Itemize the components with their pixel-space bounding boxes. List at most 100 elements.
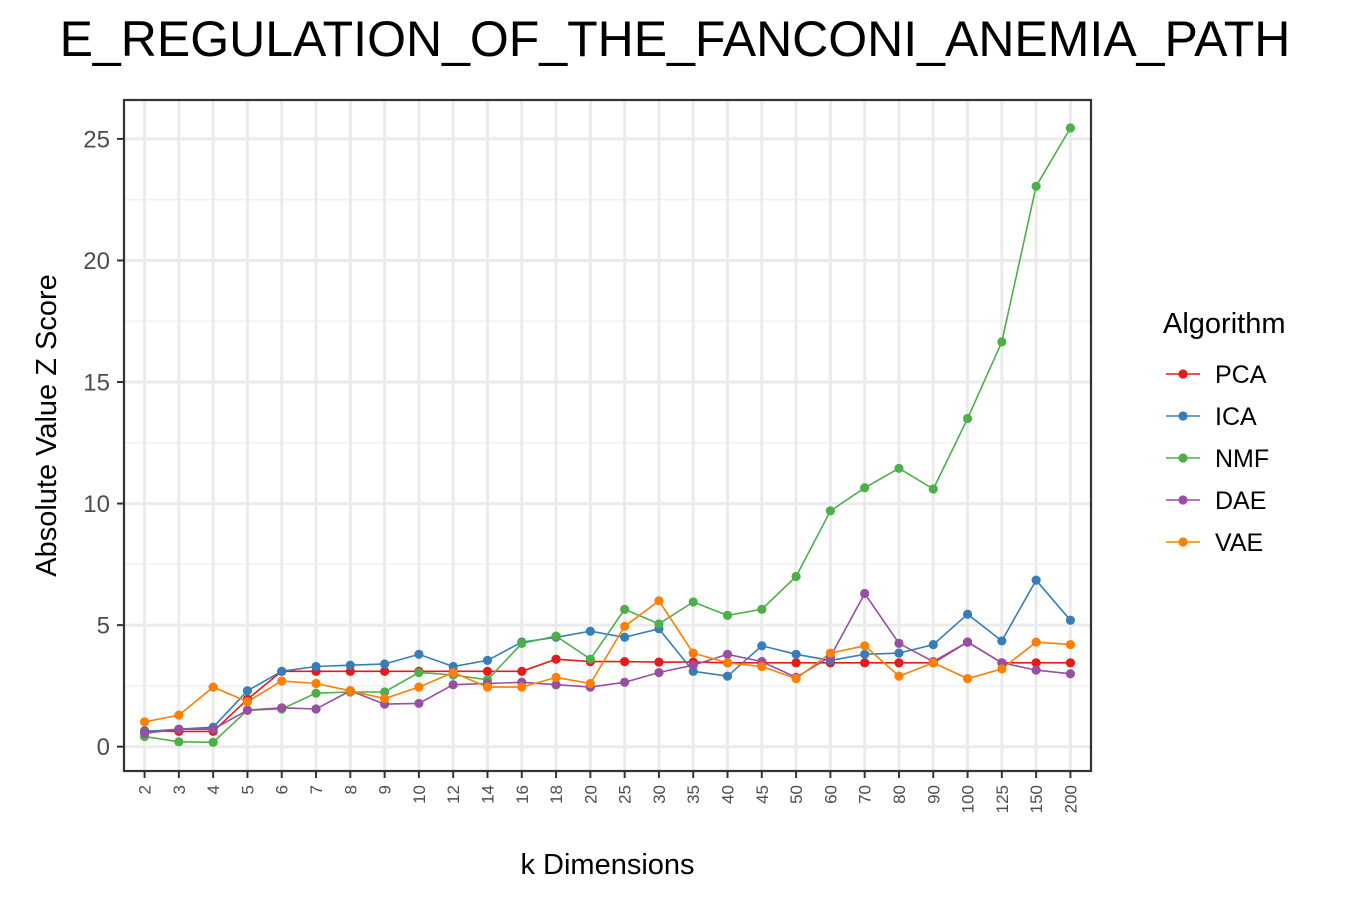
legend-key-point-dae bbox=[1178, 495, 1188, 505]
data-point-nmf bbox=[517, 638, 527, 648]
data-point-vae bbox=[311, 678, 321, 689]
data-point-pca bbox=[860, 658, 870, 668]
data-point-dae bbox=[448, 680, 458, 690]
plot-panel bbox=[124, 100, 1091, 771]
data-point-dae bbox=[139, 728, 150, 738]
data-point-vae bbox=[1065, 639, 1076, 650]
x-tick-label: 125 bbox=[993, 785, 1012, 813]
data-point-vae bbox=[551, 672, 561, 683]
data-point-vae bbox=[894, 671, 904, 681]
data-point-dae bbox=[1031, 665, 1041, 675]
legend-label-pca: PCA bbox=[1215, 361, 1267, 389]
data-point-vae bbox=[414, 682, 424, 692]
data-point-ica bbox=[585, 626, 595, 636]
data-point-dae bbox=[414, 698, 424, 709]
series-line-vae bbox=[144, 599, 1071, 723]
data-point-dae bbox=[894, 638, 904, 648]
x-tick-label: 60 bbox=[821, 785, 840, 804]
x-tick-label: 70 bbox=[856, 785, 875, 804]
data-point-dae bbox=[722, 649, 733, 659]
data-point-vae bbox=[1031, 637, 1041, 647]
x-tick-label: 200 bbox=[1061, 785, 1080, 813]
x-tick-label: 16 bbox=[513, 785, 532, 804]
data-point-nmf bbox=[894, 463, 904, 473]
data-point-ica bbox=[482, 655, 493, 665]
data-point-ica bbox=[757, 641, 767, 651]
data-point-ica bbox=[894, 648, 904, 658]
x-tick-label: 150 bbox=[1027, 785, 1046, 813]
data-point-vae bbox=[448, 667, 458, 678]
data-point-dae bbox=[242, 705, 253, 715]
legend-label-ica: ICA bbox=[1215, 403, 1257, 431]
data-point-vae bbox=[997, 664, 1007, 674]
data-point-nmf bbox=[688, 597, 698, 607]
data-point-vae bbox=[208, 682, 218, 692]
data-point-dae bbox=[620, 677, 630, 687]
legend-label-nmf: NMF bbox=[1215, 445, 1269, 473]
data-point-dae bbox=[311, 704, 321, 714]
legend-title: Algorithm bbox=[1163, 308, 1286, 340]
data-point-dae bbox=[860, 588, 870, 599]
data-point-vae bbox=[825, 648, 835, 658]
data-point-nmf bbox=[654, 619, 664, 629]
y-tick-label: 20 bbox=[83, 248, 110, 275]
data-point-pca bbox=[620, 656, 630, 667]
data-point-nmf bbox=[380, 687, 390, 697]
data-point-vae bbox=[517, 682, 527, 692]
data-point-nmf bbox=[1031, 181, 1041, 191]
data-point-ica bbox=[311, 661, 321, 672]
x-tick-label: 35 bbox=[684, 785, 703, 804]
x-tick-label: 14 bbox=[478, 785, 497, 804]
x-tick-label: 40 bbox=[719, 785, 738, 804]
data-point-ica bbox=[962, 609, 973, 619]
legend: Algorithm PCA ICA NMF DAE VAE bbox=[1163, 308, 1286, 557]
data-point-vae bbox=[242, 697, 253, 707]
data-point-vae bbox=[654, 596, 664, 606]
data-point-dae bbox=[551, 680, 561, 690]
data-point-vae bbox=[722, 658, 733, 668]
data-point-nmf bbox=[791, 571, 801, 582]
data-point-pca bbox=[517, 666, 527, 676]
data-point-vae bbox=[928, 658, 938, 668]
series-points bbox=[139, 123, 1076, 747]
data-point-nmf bbox=[1065, 123, 1076, 133]
y-tick-label: 5 bbox=[97, 613, 110, 640]
data-point-nmf bbox=[311, 688, 321, 698]
data-point-nmf bbox=[928, 484, 938, 494]
legend-key-point-vae bbox=[1178, 537, 1188, 547]
data-point-vae bbox=[757, 661, 767, 672]
legend-label-dae: DAE bbox=[1215, 487, 1266, 515]
data-point-nmf bbox=[208, 737, 218, 747]
x-tick-label: 30 bbox=[650, 785, 669, 804]
data-point-ica bbox=[791, 649, 801, 659]
data-point-dae bbox=[208, 724, 218, 734]
y-tick-label: 15 bbox=[83, 370, 110, 397]
x-tick-label: 10 bbox=[410, 785, 429, 804]
series-line-nmf bbox=[144, 127, 1072, 744]
data-point-pca bbox=[791, 658, 801, 668]
x-tick-label: 18 bbox=[547, 785, 566, 804]
data-point-ica bbox=[620, 632, 630, 642]
data-point-vae bbox=[345, 686, 355, 696]
data-point-pca bbox=[551, 654, 561, 664]
data-point-vae bbox=[688, 648, 698, 658]
data-point-vae bbox=[962, 674, 973, 684]
data-point-nmf bbox=[997, 337, 1007, 347]
data-point-nmf bbox=[860, 483, 870, 493]
data-point-pca bbox=[1031, 658, 1041, 668]
data-point-nmf bbox=[722, 610, 733, 621]
data-point-ica bbox=[722, 671, 733, 681]
x-tick-label: 90 bbox=[924, 785, 943, 804]
data-point-pca bbox=[380, 666, 390, 676]
data-point-ica bbox=[414, 649, 424, 659]
data-point-nmf bbox=[585, 654, 595, 664]
data-point-nmf bbox=[825, 506, 835, 516]
x-tick-label: 8 bbox=[341, 785, 360, 794]
data-point-vae bbox=[139, 717, 150, 727]
data-point-pca bbox=[1065, 658, 1076, 668]
data-point-vae bbox=[174, 710, 184, 720]
data-point-ica bbox=[277, 666, 287, 676]
data-point-ica bbox=[380, 659, 390, 669]
grid-lines bbox=[124, 100, 1091, 771]
